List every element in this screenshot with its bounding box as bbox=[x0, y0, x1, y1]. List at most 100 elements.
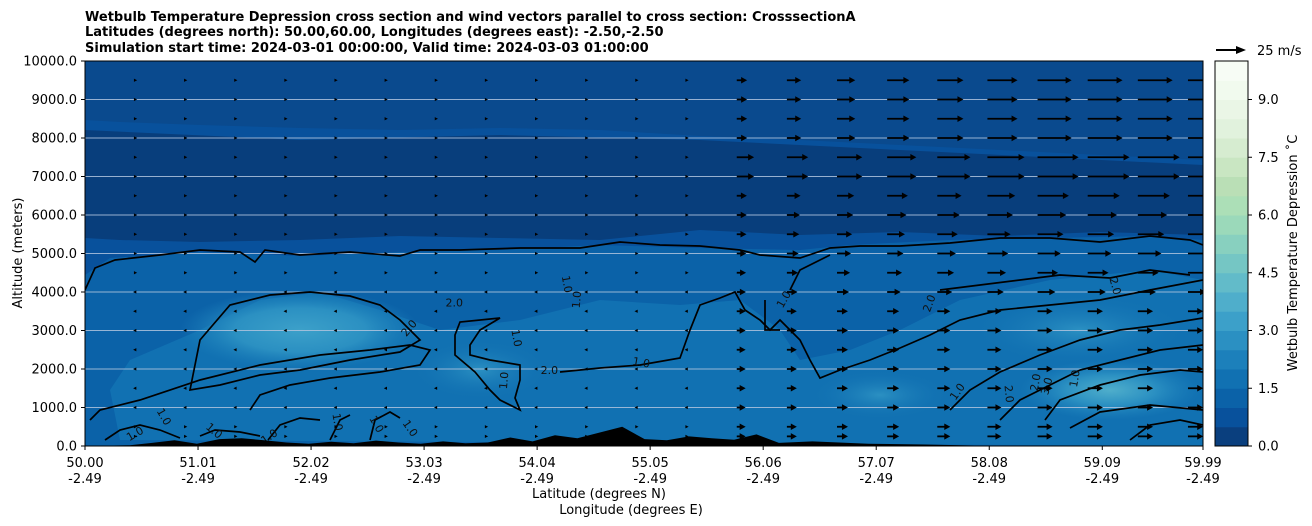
wind-vector bbox=[987, 134, 1018, 142]
wind-vector-head bbox=[944, 365, 951, 373]
wind-vector bbox=[635, 78, 639, 82]
wind-vector bbox=[987, 115, 1018, 123]
wind-vector bbox=[585, 78, 589, 82]
wind-vector bbox=[736, 288, 746, 296]
wind-vector bbox=[333, 348, 337, 352]
colorbar-ticks: 0.0 1.5 3.0 4.5 6.0 7.5 9.0 bbox=[1248, 93, 1279, 455]
wind-vector-head bbox=[1052, 269, 1059, 277]
wind-vector bbox=[685, 194, 689, 198]
field-patch-3 bbox=[410, 340, 550, 400]
y-tick-label: 2000.0 bbox=[32, 363, 78, 378]
wind-vector bbox=[736, 76, 748, 84]
wind-vector-head bbox=[1197, 423, 1203, 431]
wind-vector bbox=[736, 307, 746, 315]
wind-vector bbox=[684, 386, 688, 390]
wind-vector-head bbox=[741, 134, 748, 142]
wind-vector-head bbox=[953, 211, 960, 219]
wind-vector-head bbox=[841, 346, 848, 354]
field-band-upper-dark bbox=[85, 61, 1203, 160]
wind-vector-head bbox=[893, 307, 900, 315]
wind-vector bbox=[233, 386, 237, 390]
wind-vector bbox=[837, 192, 855, 200]
wind-vector bbox=[684, 309, 688, 313]
wind-vector bbox=[937, 134, 964, 142]
wind-vector bbox=[433, 405, 438, 410]
wind-vector bbox=[1137, 327, 1154, 334]
wind-vector-head bbox=[790, 327, 797, 334]
wind-vector-head bbox=[903, 115, 910, 123]
wind-vector bbox=[334, 213, 338, 217]
wind-vector bbox=[887, 230, 905, 238]
wind-vector bbox=[736, 153, 755, 161]
wind-vector bbox=[1187, 346, 1203, 354]
colorbar-frame bbox=[1214, 60, 1249, 447]
wind-vector bbox=[1087, 423, 1103, 431]
wind-vector bbox=[987, 192, 1016, 200]
wind-vector bbox=[635, 97, 639, 102]
wind-vector bbox=[635, 117, 639, 121]
wind-vector-head bbox=[1147, 365, 1154, 373]
wind-vector bbox=[383, 290, 388, 294]
wind-vector bbox=[635, 174, 639, 179]
wind-vector bbox=[786, 365, 797, 373]
wind-vector bbox=[1187, 175, 1203, 178]
wind-vector bbox=[585, 174, 589, 179]
colorbar-segment bbox=[1215, 215, 1248, 235]
wind-vector bbox=[434, 271, 438, 275]
wind-vector bbox=[284, 271, 288, 275]
wind-vector bbox=[1137, 404, 1154, 411]
wind-vector bbox=[384, 155, 388, 159]
wind-vector bbox=[535, 434, 539, 438]
wind-vector bbox=[434, 194, 438, 198]
wind-vector bbox=[1137, 250, 1162, 257]
wind-vector bbox=[183, 348, 187, 352]
wind-vector-head bbox=[1046, 327, 1053, 334]
wind-vector bbox=[786, 307, 797, 315]
wind-vector bbox=[184, 174, 188, 179]
wind-vector bbox=[183, 309, 187, 313]
wind-vector bbox=[937, 173, 971, 180]
wind-vector bbox=[133, 271, 138, 275]
wind-vector bbox=[1087, 250, 1112, 257]
contour-line bbox=[369, 411, 401, 441]
colorbar-label: Wetbulb Temperature Depression ˚C bbox=[1285, 135, 1301, 372]
wind-vector bbox=[434, 434, 438, 438]
wind-vector bbox=[786, 115, 802, 123]
wind-vector-head bbox=[740, 211, 747, 219]
x-tick-label-lon: -2.49 bbox=[859, 472, 893, 487]
wind-vector bbox=[585, 271, 589, 275]
wind-vector bbox=[786, 423, 797, 431]
wind-vector bbox=[937, 250, 956, 257]
wind-vector-head bbox=[1123, 153, 1130, 161]
wind-vector bbox=[887, 404, 900, 411]
wind-vector-head bbox=[1173, 153, 1180, 161]
wind-vector bbox=[534, 309, 538, 313]
wind-vector bbox=[534, 328, 538, 333]
wind-vector-head bbox=[856, 173, 863, 180]
wind-vector-head bbox=[843, 288, 850, 296]
wind-vector bbox=[284, 232, 288, 236]
wind-vector-head bbox=[1147, 433, 1154, 440]
wind-vector bbox=[1087, 211, 1117, 219]
wind-vector bbox=[736, 404, 746, 411]
wind-vector bbox=[685, 425, 689, 429]
wind-vector bbox=[184, 213, 188, 217]
wind-vector bbox=[133, 78, 138, 82]
wind-vector-head bbox=[893, 404, 900, 411]
wind-vector-head bbox=[944, 384, 951, 392]
x-tick-label-lon: -2.49 bbox=[181, 472, 215, 487]
wind-vector-head bbox=[1046, 307, 1053, 315]
wind-vector-head bbox=[1011, 134, 1018, 142]
wind-vector bbox=[837, 288, 850, 296]
x-tick-label-lat: 52.02 bbox=[292, 456, 329, 471]
wind-vector bbox=[1137, 153, 1180, 161]
x-tick-label-lat: 50.00 bbox=[66, 456, 103, 471]
wind-vector bbox=[987, 433, 1002, 440]
wind-vector-head bbox=[1096, 404, 1103, 411]
wind-vector bbox=[837, 365, 848, 373]
wind-vector-head bbox=[1173, 173, 1180, 180]
x-tick-label-lat: 57.07 bbox=[858, 456, 895, 471]
wind-vector bbox=[384, 97, 388, 102]
wind-vector bbox=[736, 173, 755, 180]
contour-label: 1.0 bbox=[497, 371, 511, 390]
